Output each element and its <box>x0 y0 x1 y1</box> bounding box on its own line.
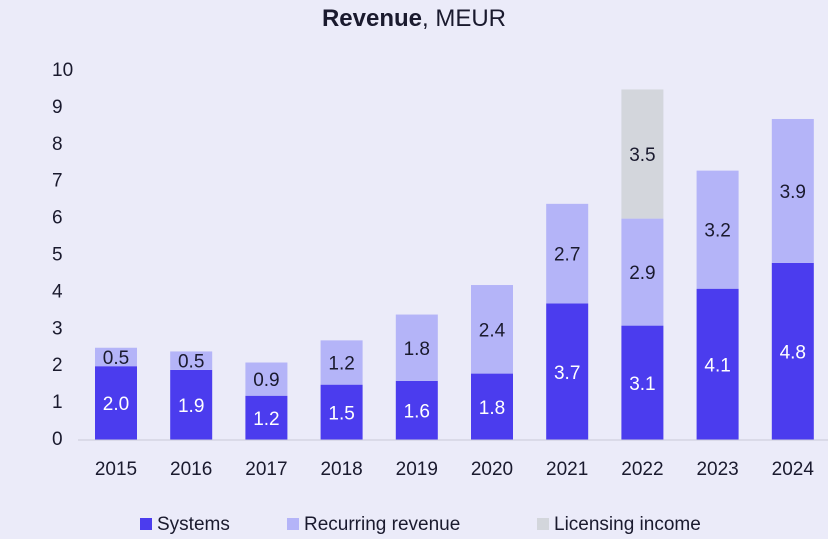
bar-segment <box>170 369 213 440</box>
bar-segment <box>471 285 513 374</box>
x-tick-label: 2024 <box>772 459 815 480</box>
bar-segment <box>320 384 363 440</box>
data-label: 3.1 <box>629 374 655 395</box>
legend-swatch <box>537 518 549 530</box>
bar-segment <box>696 288 739 440</box>
y-tick-label: 4 <box>52 281 63 302</box>
bar-segment <box>471 373 513 440</box>
x-tick-label: 2023 <box>696 459 738 480</box>
chart-title: Revenue, MEUR <box>322 5 506 32</box>
data-label: 1.2 <box>328 354 354 375</box>
bar-segment <box>621 325 664 440</box>
legend-swatch <box>140 518 152 530</box>
y-tick-label: 0 <box>52 429 63 450</box>
bar-segment <box>395 380 438 440</box>
x-tick-label: 2022 <box>621 459 663 480</box>
y-tick-label: 7 <box>52 171 63 192</box>
bar-segment <box>696 170 739 289</box>
bar-segment <box>170 351 213 370</box>
legend-label: Licensing income <box>554 514 701 535</box>
bar-segment <box>546 303 589 440</box>
y-tick-label: 3 <box>52 318 63 339</box>
y-tick-label: 1 <box>52 392 63 413</box>
legend-swatch <box>287 518 299 530</box>
bar-segment <box>546 203 589 304</box>
bar-segment <box>621 89 664 219</box>
data-label: 4.1 <box>704 355 730 376</box>
y-tick-label: 6 <box>52 208 63 229</box>
bar-segment <box>320 340 363 385</box>
bar-segment <box>95 366 137 440</box>
title-suffix: , MEUR <box>422 5 506 32</box>
x-tick-label: 2015 <box>95 459 137 480</box>
bar-segment <box>621 218 664 326</box>
y-tick-label: 10 <box>52 60 73 81</box>
data-label: 2.4 <box>479 320 506 341</box>
x-tick-label: 2021 <box>546 459 588 480</box>
data-label: 2.9 <box>629 263 655 284</box>
data-label: 1.2 <box>253 409 279 430</box>
y-tick-label: 5 <box>52 245 63 266</box>
bar-segment <box>771 262 814 440</box>
title-bold: Revenue <box>322 5 422 32</box>
x-tick-label: 2016 <box>170 459 212 480</box>
data-label: 0.5 <box>103 348 129 369</box>
x-tick-label: 2019 <box>396 459 438 480</box>
data-label: 3.7 <box>554 363 580 384</box>
data-label: 1.5 <box>328 403 354 424</box>
data-label: 3.2 <box>704 221 730 242</box>
bar-segment <box>395 314 438 381</box>
data-label: 2.7 <box>554 245 580 266</box>
data-label: 3.9 <box>780 182 806 203</box>
bar-segment <box>245 395 288 440</box>
y-tick-label: 8 <box>52 134 63 155</box>
y-tick-label: 9 <box>52 97 63 118</box>
data-label: 1.9 <box>178 396 204 417</box>
y-tick-label: 2 <box>52 355 63 376</box>
data-label: 2.0 <box>103 394 129 415</box>
data-label: 4.8 <box>780 342 806 363</box>
bar-segment <box>771 118 814 263</box>
data-label: 1.6 <box>404 401 430 422</box>
legend-label: Systems <box>157 514 230 535</box>
data-label: 0.9 <box>253 370 279 391</box>
x-tick-label: 2018 <box>320 459 362 480</box>
legend-label: Recurring revenue <box>304 514 460 535</box>
data-label: 0.5 <box>178 352 204 373</box>
bar-segment <box>245 362 288 396</box>
bar-segment <box>95 347 137 367</box>
data-label: 1.8 <box>479 398 505 419</box>
data-label: 3.5 <box>629 145 655 166</box>
x-tick-label: 2017 <box>245 459 287 480</box>
x-tick-label: 2020 <box>471 459 513 480</box>
data-label: 1.8 <box>404 339 430 360</box>
